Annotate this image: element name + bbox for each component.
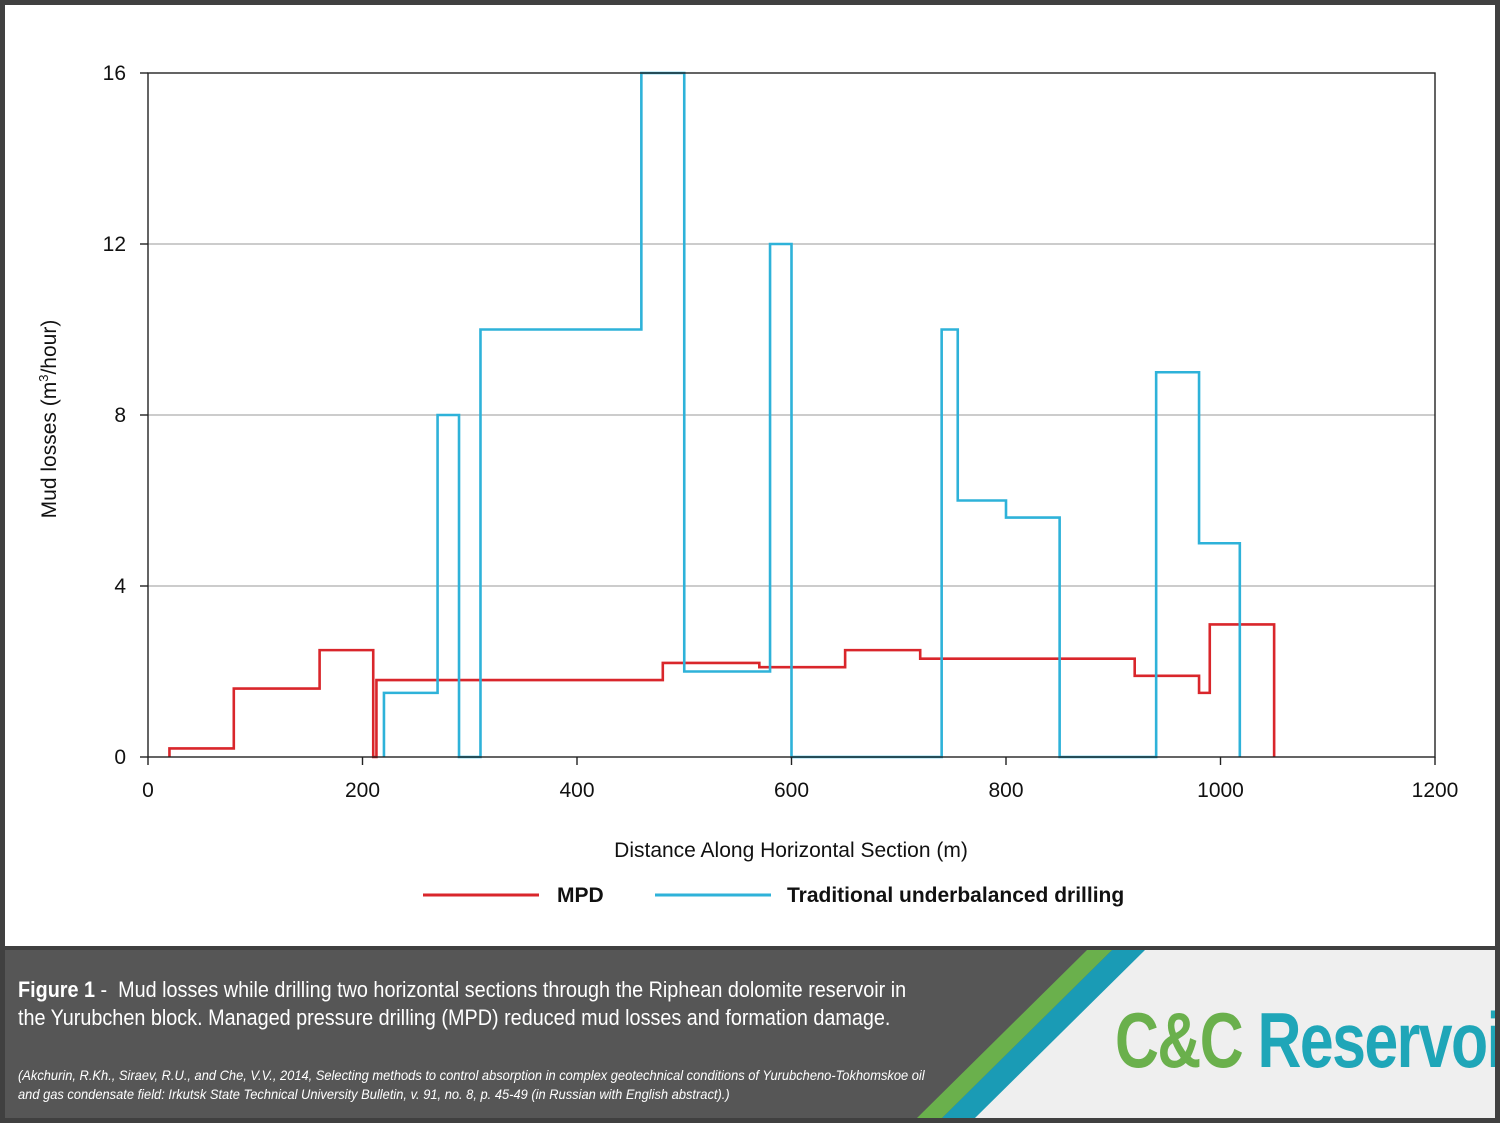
tick-labels: 0 200 400 600 800 1000 1200 0 4 8 12 16 xyxy=(103,62,1459,802)
y-tick-label: 12 xyxy=(103,233,126,256)
legend-tud-label: Traditional underbalanced drilling xyxy=(787,884,1124,907)
x-tick-label: 1000 xyxy=(1197,779,1244,802)
x-tick-label: 600 xyxy=(774,779,809,802)
caption-text: Mud losses while drilling two horizontal… xyxy=(18,977,907,1030)
legend-mpd-label: MPD xyxy=(557,884,604,907)
y-tick-label: 4 xyxy=(114,575,126,598)
brand-stripe-green xyxy=(917,950,1112,1118)
brand-logo: C&C Reservoirs xyxy=(1115,997,1495,1084)
y-tick-label: 0 xyxy=(114,746,126,769)
x-tick-label: 200 xyxy=(345,779,380,802)
caption-separator: - xyxy=(95,977,119,1002)
x-tick-label: 1200 xyxy=(1412,779,1459,802)
brand-graphic: C&C Reservoirs xyxy=(917,950,1495,1118)
x-tick-label: 800 xyxy=(988,779,1023,802)
brand-stripe-teal xyxy=(942,950,1145,1118)
brand-logo-text: C&C Reservoirs xyxy=(1115,997,1495,1084)
axes xyxy=(140,72,1436,765)
x-tick-label: 0 xyxy=(142,779,154,802)
chart: 0 200 400 600 800 1000 1200 0 4 8 12 16 Distance Al… xyxy=(36,62,1459,907)
legend: MPD Traditional underbalanced drilling xyxy=(423,884,1124,907)
x-axis-label: Distance Along Horizontal Section (m) xyxy=(614,839,968,862)
figure-caption: Figure 1 - Mud losses while drilling two… xyxy=(18,976,918,1032)
x-tick-label: 400 xyxy=(559,779,594,802)
caption-panel: C&C Reservoirs Figure 1 - Mud losses whi… xyxy=(5,950,1495,1118)
chart-panel: 0 200 400 600 800 1000 1200 0 4 8 12 16 Distance Al… xyxy=(5,5,1495,946)
caption-citation: (Akchurin, R.Kh., Siraev, R.U., and Che,… xyxy=(18,1067,925,1102)
y-axis-label: Mud losses (m3/hour) xyxy=(36,320,61,519)
caption-label: Figure 1 xyxy=(18,977,96,1002)
series-line-traditional-underbalanced xyxy=(382,71,1242,759)
y-tick-label: 8 xyxy=(114,404,126,427)
y-tick-label: 16 xyxy=(103,62,126,85)
series-line-mpd xyxy=(168,623,1276,759)
series-layer xyxy=(168,71,1276,759)
